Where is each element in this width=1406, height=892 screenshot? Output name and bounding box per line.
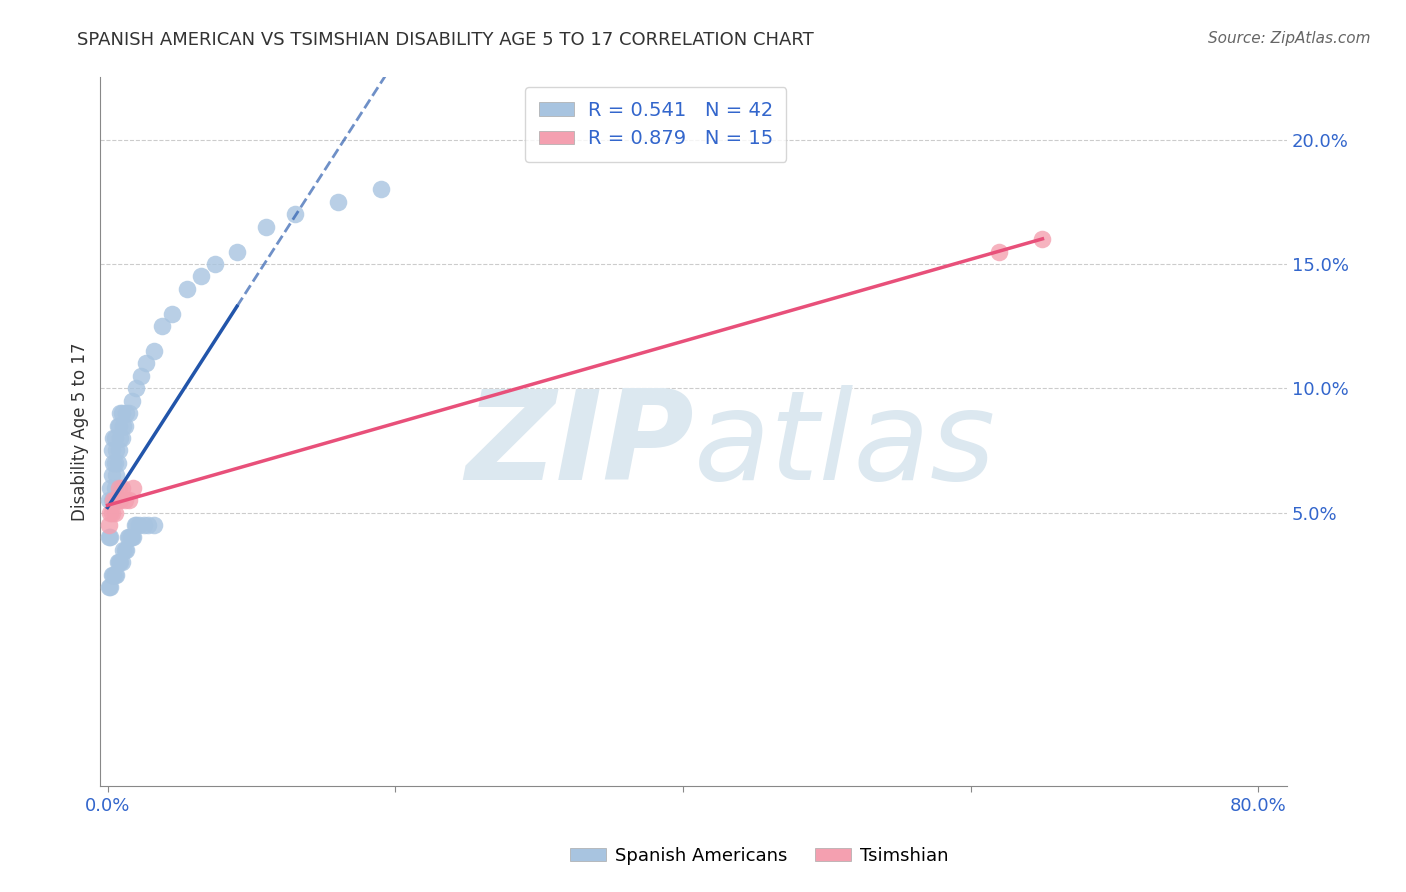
Point — [121, 531, 143, 545]
Point — [120, 531, 142, 545]
Point — [107, 555, 129, 569]
Point — [98, 518, 121, 533]
Point — [114, 418, 136, 433]
Point — [103, 493, 125, 508]
Point — [104, 456, 127, 470]
Point — [124, 518, 146, 533]
Point — [101, 567, 124, 582]
Point — [104, 506, 127, 520]
Point — [104, 431, 127, 445]
Point — [105, 567, 128, 582]
Point — [283, 207, 305, 221]
Point — [110, 555, 132, 569]
Point — [122, 481, 145, 495]
Legend: Spanish Americans, Tsimshian: Spanish Americans, Tsimshian — [562, 840, 956, 872]
Point — [98, 531, 121, 545]
Point — [118, 406, 141, 420]
Point — [112, 418, 135, 433]
Point — [103, 493, 125, 508]
Point — [105, 468, 128, 483]
Point — [101, 443, 124, 458]
Point — [98, 580, 121, 594]
Point — [112, 542, 135, 557]
Point — [107, 493, 129, 508]
Point — [110, 431, 132, 445]
Point — [204, 257, 226, 271]
Point — [111, 481, 134, 495]
Point — [111, 555, 134, 569]
Point — [100, 481, 122, 495]
Point — [105, 443, 128, 458]
Text: Source: ZipAtlas.com: Source: ZipAtlas.com — [1208, 31, 1371, 46]
Point — [104, 567, 127, 582]
Point — [108, 481, 131, 495]
Point — [142, 518, 165, 533]
Point — [101, 468, 124, 483]
Point — [107, 456, 129, 470]
Text: SPANISH AMERICAN VS TSIMSHIAN DISABILITY AGE 5 TO 17 CORRELATION CHART: SPANISH AMERICAN VS TSIMSHIAN DISABILITY… — [77, 31, 814, 49]
Point — [370, 182, 392, 196]
Point — [111, 431, 134, 445]
Point — [101, 506, 124, 520]
Point — [101, 493, 124, 508]
Point — [100, 580, 122, 594]
Point — [114, 542, 136, 557]
Point — [162, 307, 184, 321]
Point — [1031, 232, 1053, 246]
Point — [142, 343, 165, 358]
Point — [254, 219, 277, 234]
Point — [115, 406, 138, 420]
Point — [98, 493, 121, 508]
Point — [110, 493, 132, 508]
Point — [128, 518, 150, 533]
Point — [122, 531, 145, 545]
Point — [125, 518, 148, 533]
Text: atlas: atlas — [693, 385, 995, 507]
Point — [132, 518, 155, 533]
Point — [114, 493, 136, 508]
Point — [105, 493, 128, 508]
Point — [121, 393, 143, 408]
Point — [100, 506, 122, 520]
Point — [100, 531, 122, 545]
Point — [135, 356, 157, 370]
Point — [103, 456, 125, 470]
Point — [108, 418, 131, 433]
Point — [326, 194, 349, 209]
Point — [104, 481, 127, 495]
Point — [136, 518, 159, 533]
Point — [111, 406, 134, 420]
Point — [103, 431, 125, 445]
Point — [988, 244, 1011, 259]
Point — [118, 531, 141, 545]
Point — [103, 567, 125, 582]
Legend: R = 0.541   N = 42, R = 0.879   N = 15: R = 0.541 N = 42, R = 0.879 N = 15 — [526, 87, 786, 162]
Y-axis label: Disability Age 5 to 17: Disability Age 5 to 17 — [72, 343, 89, 521]
Point — [110, 406, 132, 420]
Point — [107, 418, 129, 433]
Point — [150, 319, 173, 334]
Text: ZIP: ZIP — [465, 385, 693, 507]
Point — [190, 269, 212, 284]
Point — [125, 381, 148, 395]
Point — [117, 531, 139, 545]
Point — [108, 555, 131, 569]
Point — [129, 368, 152, 383]
Point — [226, 244, 249, 259]
Point — [108, 443, 131, 458]
Point — [118, 493, 141, 508]
Point — [115, 542, 138, 557]
Point — [176, 282, 198, 296]
